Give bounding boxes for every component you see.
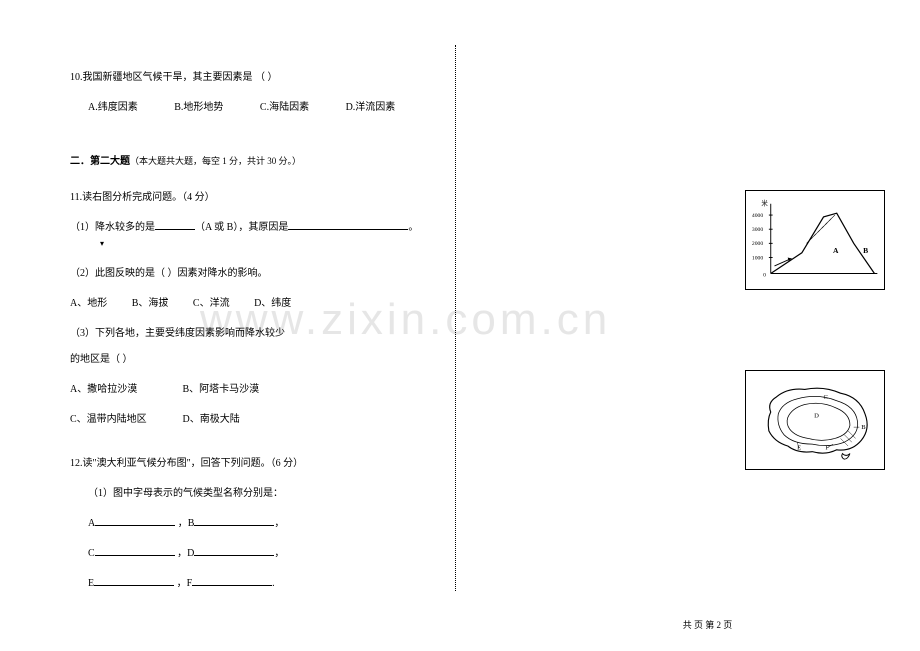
left-column: 10.我国新疆地区气候干旱，其主要因素是 （ ） A.纬度因素 B.地形地势 C… xyxy=(0,0,455,651)
figure-australia-map: C D E B F xyxy=(745,370,885,470)
fig2-label-e: E xyxy=(797,445,801,452)
blank xyxy=(155,220,195,230)
q11-p3b: 的地区是（ ） xyxy=(70,352,435,368)
q11-p3-opt-d: D、南极大陆 xyxy=(183,414,240,425)
q11-p3-opt-a: A、撒哈拉沙漠 xyxy=(70,382,180,398)
page-footer: 共 页 第 2 页 xyxy=(475,618,920,631)
fig2-label-f: F xyxy=(825,445,829,452)
q11-p1-c: 。 xyxy=(408,222,418,233)
y-unit: 米 xyxy=(761,199,768,208)
q12-label-c: C xyxy=(88,548,95,559)
comma: ， xyxy=(274,548,284,559)
blank xyxy=(95,546,175,556)
q12-row-ab: A ，B ， xyxy=(70,516,435,532)
q12-p1: （1）图中字母表示的气候类型名称分别是： xyxy=(70,486,435,502)
blank xyxy=(194,546,274,556)
q11-p2-opt-c: C、洋流 xyxy=(193,298,230,309)
q10-opt-c: C.海陆因素 xyxy=(260,102,309,113)
q11-p3-opt-c: C、温带内陆地区 xyxy=(70,412,180,428)
fig1-label-b: B xyxy=(863,246,868,255)
period: . xyxy=(272,578,275,589)
footer-text: 共 页 第 2 页 xyxy=(683,620,733,630)
ytick-2000: 2000 xyxy=(752,241,763,247)
q11-p3-opt-b: B、阿塔卡马沙漠 xyxy=(183,384,260,395)
ytick-4000: 4000 xyxy=(752,213,763,219)
comma: ， xyxy=(274,518,284,529)
q12-label-b: ，B xyxy=(178,518,195,529)
q11-p2-opt-d: D、纬度 xyxy=(254,298,291,309)
q12-label-d: ，D xyxy=(177,548,194,559)
q12-stem: 12.读"澳大利亚气候分布图"，回答下列问题。（6 分） xyxy=(70,456,435,472)
fig1-label-a: A xyxy=(833,246,839,255)
australia-svg: C D E B F xyxy=(750,375,882,467)
q11-stem: 11.读右图分析完成问题。（4 分） xyxy=(70,190,435,206)
right-column: 米 4000 3000 2000 1000 0 xyxy=(455,0,920,651)
q11-p3-opts-row2: C、温带内陆地区 D、南极大陆 xyxy=(70,412,435,428)
section2-title: 二．第二大题 xyxy=(70,156,130,167)
q10-opt-a: A.纬度因素 xyxy=(88,102,138,113)
section2-note: （本大题共大题，每空 1 分，共计 30 分。） xyxy=(130,156,301,166)
ytick-0: 0 xyxy=(763,272,766,278)
q10-options: A.纬度因素 B.地形地势 C.海陆因素 D.洋流因素 xyxy=(70,100,435,116)
q12-label-f: ，F xyxy=(177,578,193,589)
blank xyxy=(288,220,408,230)
figure-mountain-rainfall: 米 4000 3000 2000 1000 0 xyxy=(745,190,885,290)
q11-p3-opts-row1: A、撒哈拉沙漠 B、阿塔卡马沙漠 xyxy=(70,382,435,398)
ytick-3000: 3000 xyxy=(752,227,763,233)
q10-stem: 10.我国新疆地区气候干旱，其主要因素是 （ ） xyxy=(70,70,435,86)
blank xyxy=(194,516,274,526)
fig2-label-c: C xyxy=(824,394,829,401)
q11-p3a: （3）下列各地，主要受纬度因素影响而降水较少 xyxy=(70,326,435,342)
q10-opt-b: B.地形地势 xyxy=(174,102,223,113)
fig2-label-b: B xyxy=(861,424,866,431)
q11-p2-opt-a: A、地形 xyxy=(70,298,107,309)
q11-p1-a: （1）降水较多的是 xyxy=(70,222,155,233)
q11-p1: （1）降水较多的是 （A 或 B），其原因是 。 ▾ xyxy=(70,220,435,252)
section2-heading: 二．第二大题（本大题共大题，每空 1 分，共计 30 分。） xyxy=(70,154,435,170)
blank xyxy=(94,576,174,586)
q10-opt-d: D.洋流因素 xyxy=(346,102,396,113)
page: www.zixin.com.cn 10.我国新疆地区气候干旱，其主要因素是 （ … xyxy=(0,0,920,651)
q12-row-cd: C ，D ， xyxy=(70,546,435,562)
blank xyxy=(95,516,175,526)
q11-p1-b: （A 或 B），其原因是 xyxy=(195,222,288,233)
q11-p2: （2）此图反映的是（ ）因素对降水的影响。 xyxy=(70,266,435,282)
blank xyxy=(192,576,272,586)
q11-p2-opt-b: B、海拔 xyxy=(132,298,169,309)
q12-label-a: A xyxy=(88,518,95,529)
mountain-svg: 米 4000 3000 2000 1000 0 xyxy=(750,195,882,287)
corner-mark: ▾ xyxy=(100,239,104,248)
ytick-1000: 1000 xyxy=(752,255,763,261)
q12-row-ef: E ，F. xyxy=(70,576,435,592)
fig2-label-d: D xyxy=(814,413,819,420)
q11-p2-options: A、地形 B、海拔 C、洋流 D、纬度 xyxy=(70,296,435,312)
